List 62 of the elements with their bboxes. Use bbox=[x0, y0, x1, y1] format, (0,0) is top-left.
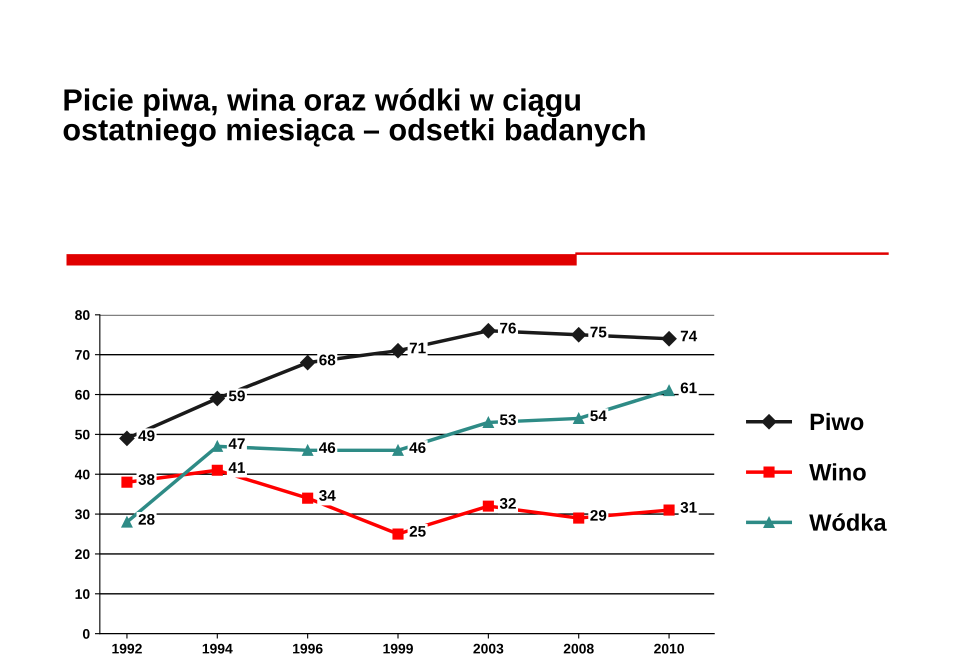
data-label: 59 bbox=[228, 390, 245, 402]
y-tick-label: 70 bbox=[75, 350, 90, 360]
data-label: 32 bbox=[500, 498, 516, 509]
point bbox=[212, 440, 223, 452]
point bbox=[302, 444, 314, 456]
data-label: 46 bbox=[318, 442, 336, 454]
x-tick-label: 2010 bbox=[654, 644, 684, 654]
point bbox=[664, 384, 675, 396]
point bbox=[302, 492, 314, 504]
point bbox=[390, 343, 406, 358]
point bbox=[480, 323, 496, 338]
y-tick-label: 30 bbox=[74, 509, 90, 520]
point bbox=[661, 331, 677, 346]
point bbox=[121, 476, 132, 488]
x-tick-label: 2008 bbox=[564, 644, 594, 654]
x-tick-label: 1992 bbox=[112, 644, 142, 654]
x-tick-label: 1996 bbox=[293, 644, 323, 654]
y-tick-label: 40 bbox=[74, 470, 90, 480]
point bbox=[664, 504, 675, 516]
chart-title: Picie piwa, wina oraz wódki w ciągu ostatniego miesiąca – odsetki badanych bbox=[64, 88, 645, 147]
point bbox=[573, 512, 584, 524]
data-label: 25 bbox=[410, 526, 426, 537]
y-tick-label: 50 bbox=[75, 430, 90, 440]
point bbox=[482, 500, 494, 512]
point bbox=[573, 412, 584, 424]
point bbox=[482, 416, 494, 428]
data-label: 74 bbox=[680, 330, 698, 342]
y-tick-label: 60 bbox=[75, 390, 90, 400]
legend-label: Piwo bbox=[810, 412, 864, 430]
point bbox=[392, 528, 404, 540]
data-label: 41 bbox=[228, 462, 245, 473]
x-tick-label: 2003 bbox=[473, 644, 504, 654]
point bbox=[119, 430, 135, 446]
data-label: 68 bbox=[319, 354, 336, 366]
y-tick-label: 10 bbox=[76, 589, 90, 599]
point bbox=[212, 464, 223, 476]
data-label: 46 bbox=[409, 442, 426, 454]
data-label: 76 bbox=[500, 322, 516, 334]
data-label: 53 bbox=[500, 414, 516, 426]
point bbox=[392, 444, 404, 456]
x-tick-label: 1994 bbox=[202, 644, 233, 654]
x-tick-label: 1999 bbox=[383, 644, 413, 654]
data-label: 54 bbox=[590, 410, 607, 422]
data-label: 75 bbox=[590, 326, 606, 338]
y-tick-label: 0 bbox=[82, 628, 90, 639]
data-label: 34 bbox=[319, 490, 336, 501]
data-label: 28 bbox=[138, 514, 155, 525]
legend-label: Wódka bbox=[809, 513, 887, 531]
point bbox=[571, 327, 586, 342]
point bbox=[121, 516, 132, 528]
data-label: 61 bbox=[680, 382, 697, 394]
data-label: 29 bbox=[590, 510, 606, 521]
y-tick-label: 20 bbox=[75, 549, 90, 560]
point bbox=[300, 355, 316, 370]
y-tick-label: 80 bbox=[75, 310, 90, 320]
legend-label: Wino bbox=[809, 463, 866, 481]
data-label: 31 bbox=[680, 502, 697, 513]
data-label: 47 bbox=[228, 438, 245, 449]
data-label: 38 bbox=[138, 474, 155, 485]
data-label: 71 bbox=[410, 342, 426, 354]
data-label: 49 bbox=[138, 430, 154, 442]
point bbox=[210, 390, 225, 406]
